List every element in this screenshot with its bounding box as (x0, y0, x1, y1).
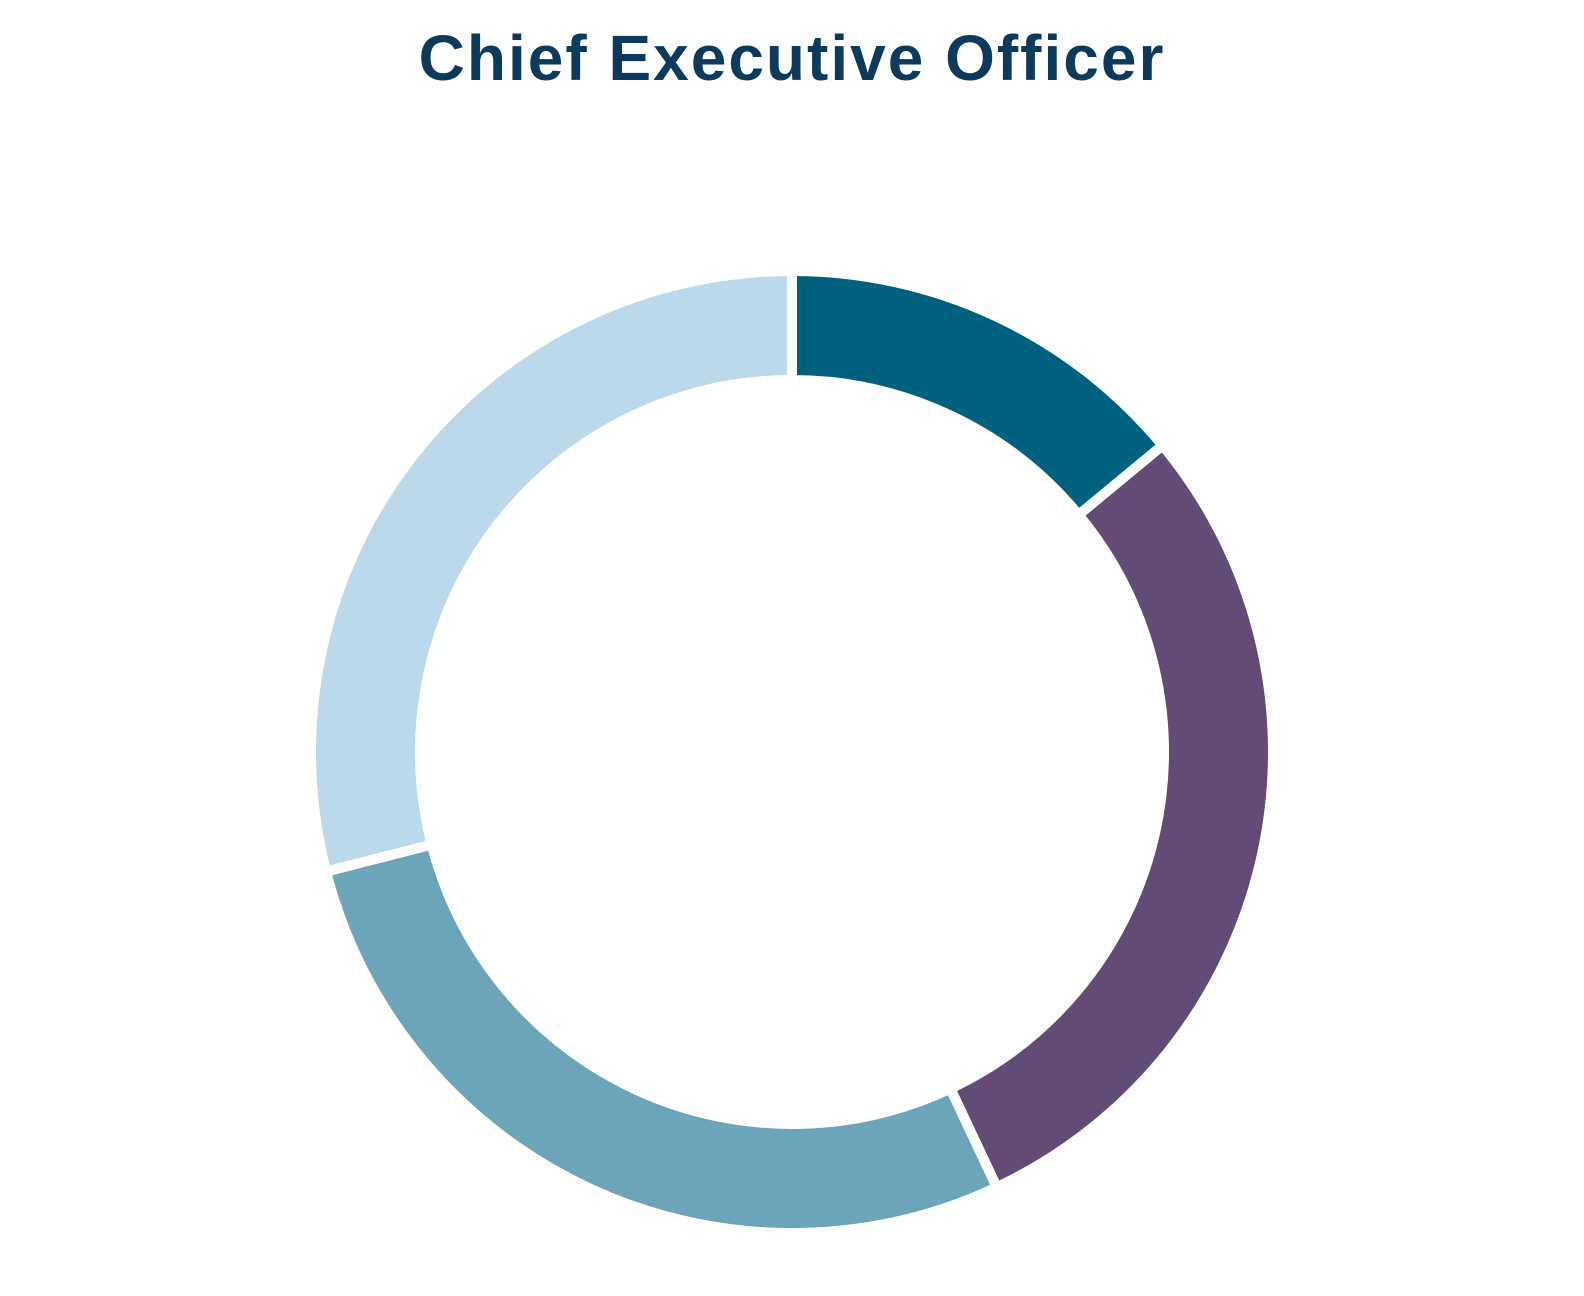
donut-slice-3 (320, 838, 1004, 1238)
donut-slice-4 (306, 265, 797, 878)
chart-title: Chief Executive Officer (418, 22, 1166, 94)
donut-slice-1 (787, 265, 1170, 522)
donut-slice-2 (943, 438, 1278, 1194)
donut-slices (306, 265, 1278, 1238)
